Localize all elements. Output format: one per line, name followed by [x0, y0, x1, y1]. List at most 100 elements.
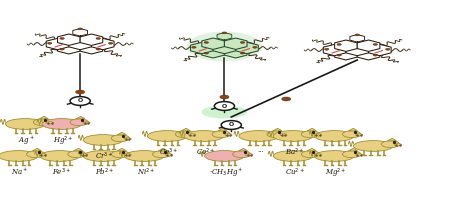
Text: ...: ...	[257, 146, 264, 154]
Polygon shape	[239, 148, 247, 151]
Text: Fe$^{3+}$: Fe$^{3+}$	[52, 166, 71, 178]
Circle shape	[221, 121, 241, 129]
Ellipse shape	[315, 151, 354, 161]
Polygon shape	[117, 148, 126, 151]
Polygon shape	[46, 38, 69, 50]
Ellipse shape	[355, 134, 363, 136]
Polygon shape	[74, 148, 82, 151]
Ellipse shape	[184, 131, 224, 141]
Ellipse shape	[273, 151, 313, 161]
Ellipse shape	[83, 151, 123, 161]
Ellipse shape	[0, 151, 38, 161]
Circle shape	[191, 46, 196, 48]
Ellipse shape	[280, 134, 287, 136]
Polygon shape	[69, 38, 92, 50]
Text: Cu$^{2+}$: Cu$^{2+}$	[285, 166, 305, 178]
Ellipse shape	[382, 141, 400, 148]
Text: Ag$^+$: Ag$^+$	[18, 134, 35, 147]
Text: Hg$^{2+}$: Hg$^{2+}$	[53, 134, 74, 148]
Circle shape	[60, 37, 64, 39]
Polygon shape	[350, 35, 365, 42]
Ellipse shape	[301, 151, 320, 158]
Ellipse shape	[245, 154, 253, 156]
Ellipse shape	[202, 106, 247, 118]
Ellipse shape	[225, 134, 232, 136]
Circle shape	[282, 97, 291, 101]
Ellipse shape	[314, 134, 322, 136]
Text: Cr$^{3+}$: Cr$^{3+}$	[95, 150, 114, 162]
Polygon shape	[202, 38, 224, 49]
Ellipse shape	[83, 122, 90, 124]
Ellipse shape	[314, 154, 322, 156]
Polygon shape	[76, 116, 85, 119]
Ellipse shape	[124, 138, 131, 140]
Circle shape	[355, 34, 360, 36]
Circle shape	[220, 95, 229, 99]
Polygon shape	[58, 34, 80, 45]
Polygon shape	[191, 42, 213, 54]
Ellipse shape	[343, 131, 361, 138]
Ellipse shape	[354, 141, 393, 151]
Ellipse shape	[188, 134, 196, 136]
Polygon shape	[73, 29, 87, 36]
Ellipse shape	[315, 131, 354, 141]
Circle shape	[386, 48, 390, 50]
Ellipse shape	[175, 131, 194, 138]
Polygon shape	[224, 47, 247, 58]
Circle shape	[240, 52, 245, 54]
Polygon shape	[369, 44, 391, 56]
Ellipse shape	[355, 154, 363, 156]
Circle shape	[253, 46, 257, 48]
Polygon shape	[224, 38, 247, 49]
Polygon shape	[349, 148, 357, 151]
Circle shape	[60, 48, 64, 50]
Text: Pb$^{2+}$: Pb$^{2+}$	[95, 166, 114, 178]
Circle shape	[240, 41, 245, 43]
Text: Ni$^{2+}$: Ni$^{2+}$	[137, 166, 155, 178]
Text: Ce$^{3+}$: Ce$^{3+}$	[159, 146, 179, 158]
Polygon shape	[307, 148, 316, 151]
Circle shape	[96, 37, 100, 39]
Ellipse shape	[70, 119, 88, 126]
Circle shape	[70, 97, 90, 105]
Ellipse shape	[40, 151, 79, 161]
Circle shape	[109, 42, 113, 44]
Ellipse shape	[343, 151, 361, 158]
Ellipse shape	[42, 119, 82, 129]
Circle shape	[96, 48, 100, 50]
Polygon shape	[181, 128, 190, 131]
Ellipse shape	[212, 131, 230, 138]
Ellipse shape	[33, 119, 52, 126]
Ellipse shape	[301, 131, 320, 138]
Polygon shape	[213, 42, 236, 54]
Circle shape	[47, 42, 52, 44]
Circle shape	[204, 41, 208, 43]
Text: O: O	[222, 104, 227, 108]
Ellipse shape	[125, 151, 164, 161]
Polygon shape	[335, 49, 357, 60]
Circle shape	[373, 43, 377, 45]
Circle shape	[78, 28, 82, 30]
Ellipse shape	[187, 31, 262, 62]
Polygon shape	[58, 43, 80, 54]
Ellipse shape	[394, 144, 402, 146]
Polygon shape	[387, 138, 396, 141]
Text: Mg$^{2+}$: Mg$^{2+}$	[325, 166, 347, 180]
Circle shape	[373, 54, 377, 56]
Circle shape	[204, 52, 208, 54]
Text: Co$^{2+}$: Co$^{2+}$	[196, 146, 215, 158]
Ellipse shape	[68, 151, 86, 158]
Ellipse shape	[81, 154, 88, 156]
Ellipse shape	[273, 131, 313, 141]
Polygon shape	[307, 128, 316, 131]
Polygon shape	[33, 148, 41, 151]
Circle shape	[324, 48, 329, 50]
Text: $\cdot$CH$_3$Hg$^+$: $\cdot$CH$_3$Hg$^+$	[209, 166, 243, 179]
Ellipse shape	[239, 131, 278, 141]
Polygon shape	[92, 38, 114, 50]
Ellipse shape	[5, 119, 45, 129]
Polygon shape	[80, 34, 103, 45]
Polygon shape	[202, 47, 224, 58]
Circle shape	[214, 102, 234, 110]
Circle shape	[222, 32, 227, 34]
